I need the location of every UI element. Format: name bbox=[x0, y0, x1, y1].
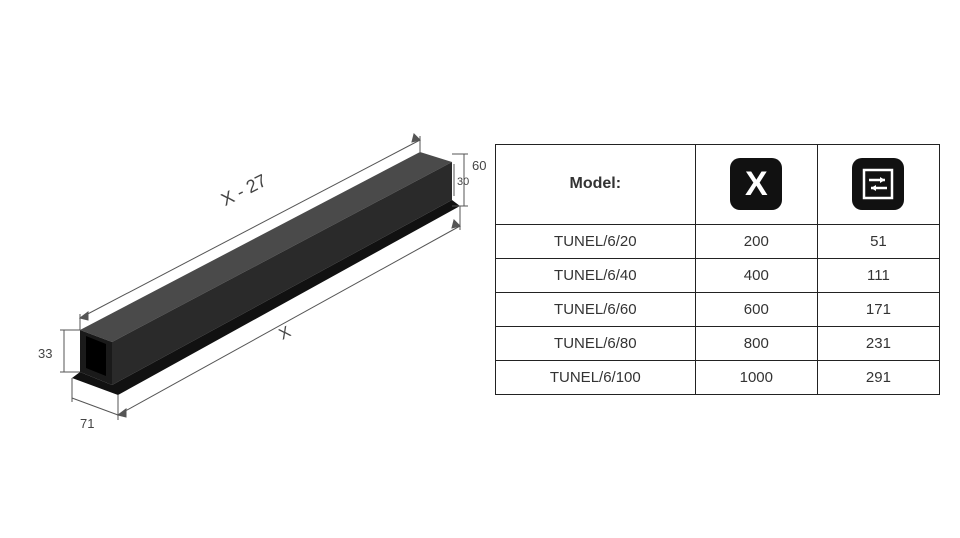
table-row: TUNEL/6/80 800 231 bbox=[495, 326, 939, 360]
cell-x: 1000 bbox=[695, 360, 817, 394]
product-front-face bbox=[112, 162, 452, 385]
cell-model: TUNEL/6/60 bbox=[495, 292, 695, 326]
table-row: TUNEL/6/20 200 51 bbox=[495, 224, 939, 258]
dim-label-71: 71 bbox=[80, 416, 94, 431]
table-panel: Model: X bbox=[485, 144, 940, 395]
cell-model: TUNEL/6/20 bbox=[495, 224, 695, 258]
airflow-icon bbox=[852, 158, 904, 210]
spec-table: Model: X bbox=[495, 144, 940, 395]
cell-model: TUNEL/6/100 bbox=[495, 360, 695, 394]
table-row: TUNEL/6/100 1000 291 bbox=[495, 360, 939, 394]
header-x: X bbox=[695, 144, 817, 224]
x-glyph: X bbox=[745, 165, 768, 204]
cell-x: 800 bbox=[695, 326, 817, 360]
table-header-row: Model: X bbox=[495, 144, 939, 224]
header-model: Model: bbox=[495, 144, 695, 224]
dim-label-33: 33 bbox=[38, 346, 52, 361]
cell-flow: 291 bbox=[817, 360, 939, 394]
header-flow bbox=[817, 144, 939, 224]
diagram-panel: X - 27 X 60 30 33 71 bbox=[20, 30, 485, 508]
dim-label-60: 60 bbox=[472, 158, 486, 173]
cell-flow: 111 bbox=[817, 258, 939, 292]
cell-flow: 231 bbox=[817, 326, 939, 360]
x-dimension-icon: X bbox=[730, 158, 782, 210]
cell-model: TUNEL/6/40 bbox=[495, 258, 695, 292]
cell-x: 200 bbox=[695, 224, 817, 258]
page-container: X - 27 X 60 30 33 71 Model: X bbox=[0, 0, 960, 538]
cell-model: TUNEL/6/80 bbox=[495, 326, 695, 360]
header-model-label: Model: bbox=[570, 175, 622, 192]
table-body: TUNEL/6/20 200 51 TUNEL/6/40 400 111 TUN… bbox=[495, 224, 939, 394]
table-row: TUNEL/6/60 600 171 bbox=[495, 292, 939, 326]
cell-x: 400 bbox=[695, 258, 817, 292]
table-row: TUNEL/6/40 400 111 bbox=[495, 258, 939, 292]
cell-x: 600 bbox=[695, 292, 817, 326]
cell-flow: 171 bbox=[817, 292, 939, 326]
cell-flow: 51 bbox=[817, 224, 939, 258]
dim-label-30: 30 bbox=[457, 176, 469, 188]
